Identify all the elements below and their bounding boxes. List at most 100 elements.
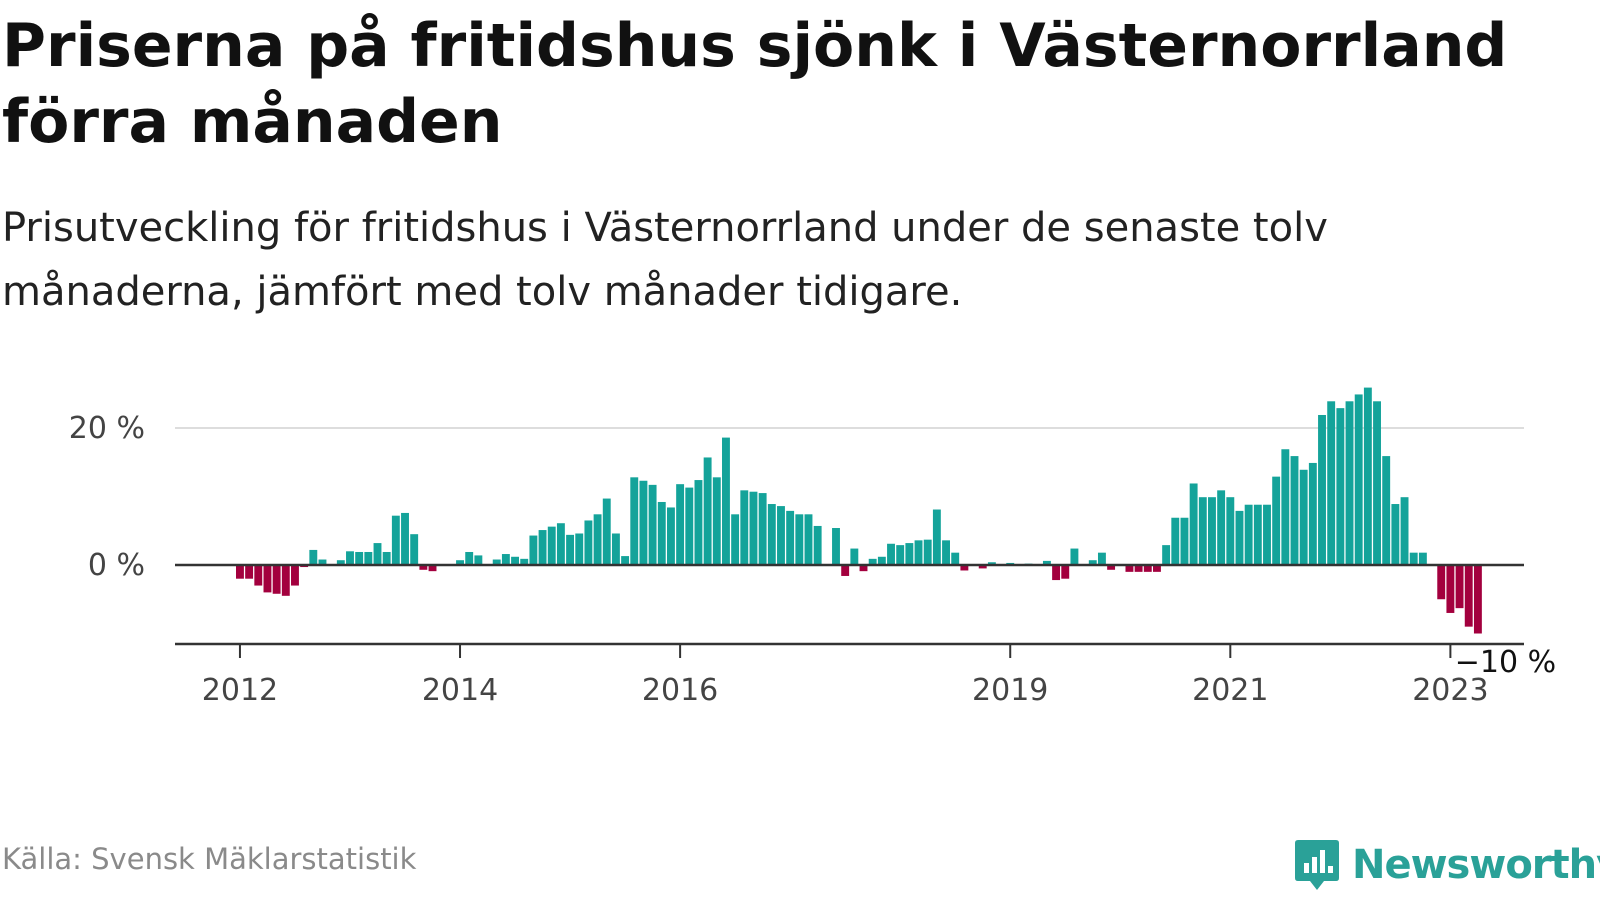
bar xyxy=(511,556,519,565)
bar xyxy=(501,554,510,565)
bar xyxy=(263,565,272,593)
bar xyxy=(795,514,804,565)
bar xyxy=(813,525,822,565)
bar xyxy=(309,549,318,565)
bar xyxy=(529,535,538,565)
bar xyxy=(1097,552,1106,565)
bar xyxy=(639,480,648,565)
bar xyxy=(1327,401,1336,565)
bar xyxy=(685,487,694,565)
bar xyxy=(951,552,960,565)
bar xyxy=(1446,565,1455,613)
x-tick-label: 2012 xyxy=(202,673,278,708)
bar xyxy=(547,526,556,565)
bar xyxy=(456,560,464,565)
bar xyxy=(923,539,932,565)
bar xyxy=(1345,401,1354,565)
bar xyxy=(694,480,703,565)
bar xyxy=(722,437,730,565)
bar xyxy=(336,560,345,565)
bar xyxy=(401,512,409,565)
bar xyxy=(850,548,859,565)
bar xyxy=(1061,565,1070,579)
bar xyxy=(960,565,969,571)
bar xyxy=(1217,490,1226,565)
bar xyxy=(740,490,749,565)
bar xyxy=(758,493,767,565)
labels: 0 % 20 % 2012 2014 2016 2019 2021 2023−10 % xyxy=(69,411,1559,708)
bar xyxy=(1052,565,1061,581)
bar xyxy=(657,501,666,565)
bar xyxy=(1272,476,1281,565)
bar xyxy=(676,484,685,565)
newsworthy-logo: Newsworthy xyxy=(1292,836,1600,894)
bar xyxy=(254,565,263,586)
bar xyxy=(877,556,886,565)
bar xyxy=(1253,504,1262,565)
bar xyxy=(630,477,639,565)
chart-title: Priserna på fritidshus sjönk i Västernor… xyxy=(2,11,1508,157)
bar xyxy=(666,507,675,565)
bar xyxy=(1134,565,1143,572)
bar xyxy=(786,510,795,565)
bar xyxy=(905,543,914,565)
chart-subtitle: Prisutveckling för fritidshus i Västerno… xyxy=(2,205,1328,315)
bar xyxy=(832,528,840,565)
bar xyxy=(236,565,244,579)
bar xyxy=(538,530,547,565)
bar xyxy=(566,534,575,565)
bar xyxy=(382,551,391,565)
bar xyxy=(978,565,987,569)
bar xyxy=(355,551,364,565)
bar xyxy=(1235,510,1244,565)
bar xyxy=(318,559,327,565)
bar xyxy=(419,565,428,570)
x-tick-label: 2016 xyxy=(642,673,718,708)
bar xyxy=(749,491,758,565)
bar xyxy=(281,565,290,596)
y-tick-label: 0 % xyxy=(88,548,145,583)
x-tick-label: 2014 xyxy=(422,673,498,708)
bar xyxy=(474,555,483,565)
bar xyxy=(575,533,584,565)
x-tick-label: 2021 xyxy=(1192,673,1268,708)
bar xyxy=(1354,394,1363,565)
bar xyxy=(1171,517,1180,566)
bar xyxy=(1473,565,1482,634)
bar xyxy=(373,543,382,565)
bar xyxy=(1464,565,1473,627)
bar xyxy=(621,556,630,565)
bar xyxy=(868,558,877,566)
bar xyxy=(841,565,850,576)
bar xyxy=(1437,565,1446,600)
x-tick-label: 2019 xyxy=(972,673,1048,708)
newsworthy-logo-icon xyxy=(1295,840,1339,890)
bar xyxy=(804,514,813,565)
bar xyxy=(1226,497,1235,565)
bar xyxy=(703,457,712,565)
bar xyxy=(942,540,950,565)
bar xyxy=(465,551,474,565)
bar xyxy=(1042,560,1051,565)
bar xyxy=(346,551,354,565)
bar xyxy=(1400,497,1409,565)
bar xyxy=(1308,462,1317,565)
bar xyxy=(932,509,941,565)
bar xyxy=(1180,517,1189,566)
bar xyxy=(391,515,400,565)
source-note: Källa: Svensk Mäklarstatistik xyxy=(2,842,417,876)
bar xyxy=(1189,483,1198,565)
bar xyxy=(1409,552,1418,565)
bar xyxy=(520,558,529,566)
bar xyxy=(1198,497,1207,565)
bar xyxy=(1281,449,1290,565)
bar xyxy=(887,543,895,565)
bar xyxy=(1107,565,1116,570)
bar xyxy=(1373,401,1381,565)
bar xyxy=(731,514,740,565)
bar xyxy=(1143,565,1152,572)
bar xyxy=(859,565,868,572)
bar xyxy=(1391,504,1400,565)
bar xyxy=(1290,456,1299,565)
bar xyxy=(611,533,620,565)
